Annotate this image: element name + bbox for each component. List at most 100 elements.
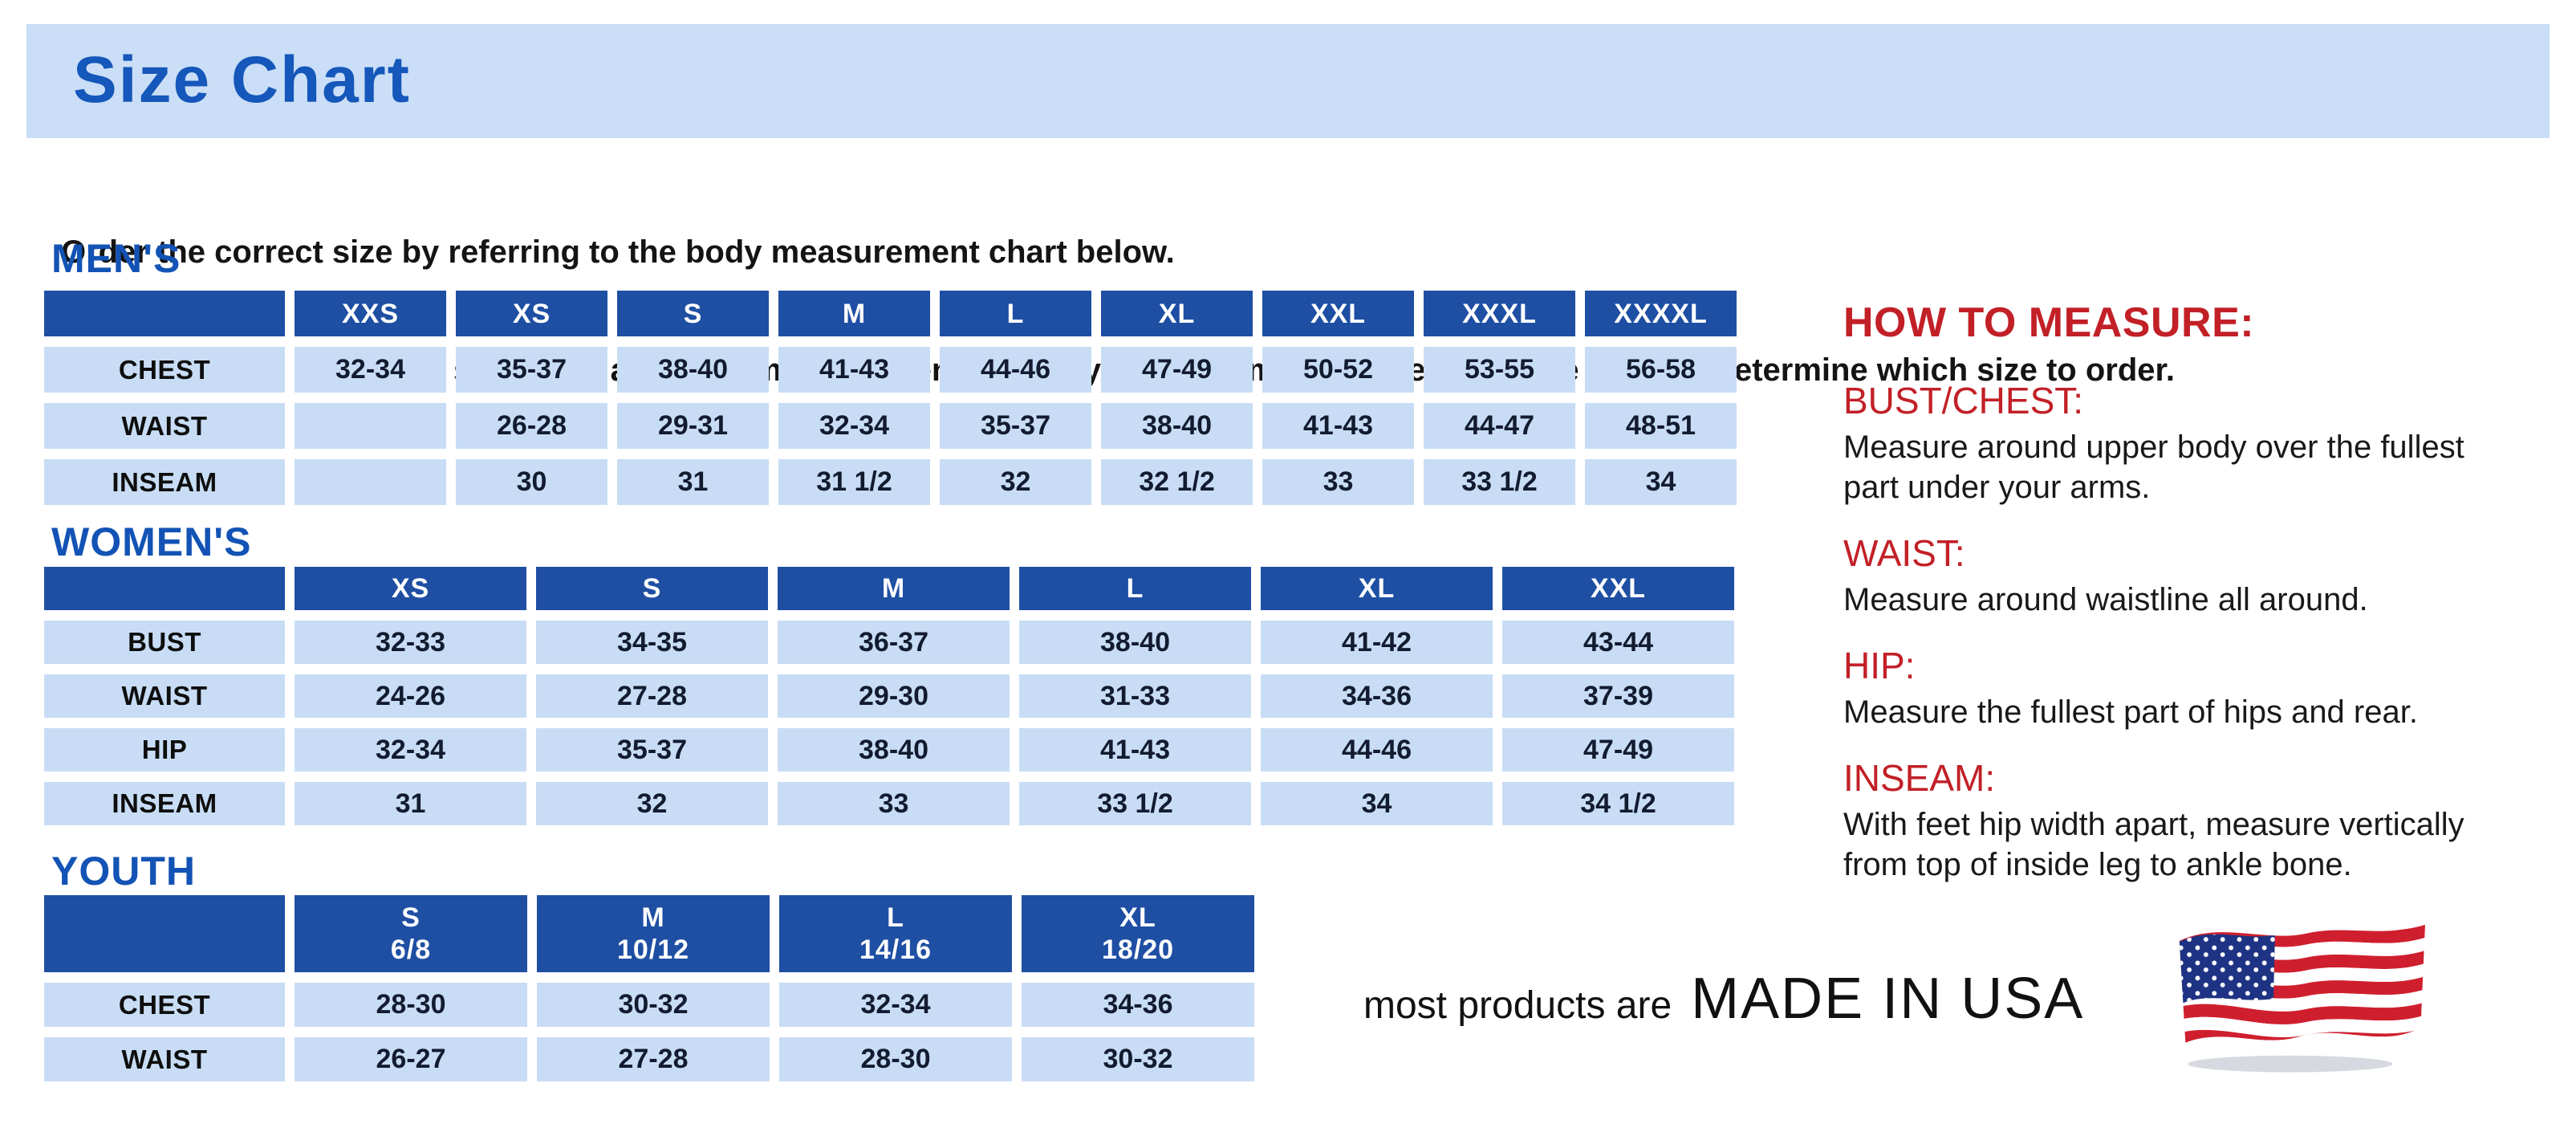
data-cell: 41-43 bbox=[778, 347, 930, 393]
data-cell: 30-32 bbox=[537, 983, 770, 1027]
size-column-header-age: 6/8 bbox=[390, 935, 432, 965]
data-cell: 53-55 bbox=[1424, 347, 1575, 393]
measure-term-inseam: INSEAM: bbox=[1843, 757, 1996, 799]
data-cell: 30 bbox=[456, 459, 607, 505]
size-column-header: XXS bbox=[295, 291, 446, 336]
size-column-header: XXXL bbox=[1424, 291, 1575, 336]
data-cell bbox=[295, 403, 446, 449]
data-cell: 38-40 bbox=[1101, 403, 1253, 449]
size-column-header-age: 18/20 bbox=[1101, 935, 1175, 965]
youth-size-table: S 6/8 M 10/12 L 14/16 XL 18/20 CHEST 28-30 30-32 32… bbox=[44, 895, 1254, 1081]
data-cell: 41-42 bbox=[1261, 621, 1493, 664]
row-label-cell: HIP bbox=[44, 728, 285, 772]
data-cell: 35-37 bbox=[456, 347, 607, 393]
data-cell: 33 bbox=[778, 782, 1010, 825]
data-cell: 32 bbox=[536, 782, 768, 825]
row-label-cell: WAIST bbox=[44, 674, 285, 718]
size-column-header: XL bbox=[1101, 291, 1253, 336]
data-cell: 34-36 bbox=[1261, 674, 1493, 718]
data-cell: 47-49 bbox=[1502, 728, 1734, 772]
data-cell: 44-47 bbox=[1424, 403, 1575, 449]
data-cell: 36-37 bbox=[778, 621, 1010, 664]
size-column-header: XS bbox=[456, 291, 607, 336]
mens-size-table: XXS XS S M L XL XXL XXXL XXXXL CHEST 32-34 35-37 38-… bbox=[44, 291, 1737, 505]
data-cell: 29-31 bbox=[617, 403, 769, 449]
data-cell: 28-30 bbox=[779, 1037, 1012, 1081]
data-cell: 56-58 bbox=[1585, 347, 1737, 393]
flag-shadow bbox=[2188, 1055, 2393, 1073]
row-label-cell: CHEST bbox=[44, 347, 285, 393]
measure-description-hip: Measure the fullest part of hips and rea… bbox=[1843, 694, 2418, 730]
data-cell: 38-40 bbox=[617, 347, 769, 393]
data-cell: 28-30 bbox=[295, 983, 527, 1027]
size-column-header-age: 10/12 bbox=[616, 935, 690, 965]
size-column-header: L bbox=[1019, 567, 1251, 610]
size-column-header-size: S bbox=[401, 902, 421, 933]
made-in-usa-label: MADE IN USA bbox=[1691, 967, 2085, 1031]
usa-flag-icon bbox=[2179, 924, 2426, 1073]
size-column-header: XS bbox=[295, 567, 526, 610]
data-cell: 43-44 bbox=[1502, 621, 1734, 664]
data-cell: 31 bbox=[617, 459, 769, 505]
data-cell: 47-49 bbox=[1101, 347, 1253, 393]
data-cell: 38-40 bbox=[778, 728, 1010, 772]
table-corner-cell bbox=[44, 291, 285, 336]
title-banner: Size Chart bbox=[26, 24, 2550, 138]
size-column-header-size: XL bbox=[1119, 902, 1156, 933]
data-cell: 34 bbox=[1585, 459, 1737, 505]
data-cell: 33 bbox=[1262, 459, 1414, 505]
size-column-header: M bbox=[778, 291, 930, 336]
mens-section-heading: MEN'S bbox=[51, 236, 181, 281]
data-cell: 41-43 bbox=[1262, 403, 1414, 449]
page-title: Size Chart bbox=[73, 43, 411, 116]
data-cell: 37-39 bbox=[1502, 674, 1734, 718]
row-label-cell: BUST bbox=[44, 621, 285, 664]
data-cell bbox=[295, 459, 446, 505]
data-cell: 26-28 bbox=[456, 403, 607, 449]
data-cell: 29-30 bbox=[778, 674, 1010, 718]
row-label-cell: CHEST bbox=[44, 983, 285, 1027]
data-cell: 32 bbox=[940, 459, 1091, 505]
data-cell: 24-26 bbox=[295, 674, 526, 718]
data-cell: 31 1/2 bbox=[778, 459, 930, 505]
data-cell: 32-34 bbox=[778, 403, 930, 449]
data-cell: 32-33 bbox=[295, 621, 526, 664]
data-cell: 33 1/2 bbox=[1019, 782, 1251, 825]
data-cell: 32-34 bbox=[295, 347, 446, 393]
data-cell: 30-32 bbox=[1022, 1037, 1254, 1081]
size-column-header: XXXXL bbox=[1585, 291, 1737, 336]
size-column-header: S 6/8 bbox=[295, 895, 527, 972]
size-column-header: M 10/12 bbox=[537, 895, 770, 972]
size-column-header: XXL bbox=[1262, 291, 1414, 336]
measure-term-bust-chest: BUST/CHEST: bbox=[1843, 380, 2084, 421]
made-in-usa-text: most products are MADE IN USA bbox=[1363, 966, 2084, 1032]
row-label-cell: WAIST bbox=[44, 1037, 285, 1081]
data-cell: 34 bbox=[1261, 782, 1493, 825]
measure-description-bust-chest: Measure around upper body over the fulle… bbox=[1843, 430, 2464, 505]
size-column-header: L bbox=[940, 291, 1091, 336]
data-cell: 50-52 bbox=[1262, 347, 1414, 393]
size-column-header: S bbox=[617, 291, 769, 336]
size-column-header: XL bbox=[1261, 567, 1493, 610]
table-corner-cell bbox=[44, 895, 285, 972]
size-column-header-age: 14/16 bbox=[859, 935, 932, 965]
data-cell: 48-51 bbox=[1585, 403, 1737, 449]
womens-size-table: XS S M L XL XXL BUST 32-33 34-35 36-37 38-40 41-42 4… bbox=[44, 567, 1734, 825]
size-column-header: M bbox=[778, 567, 1010, 610]
data-cell: 34 1/2 bbox=[1502, 782, 1734, 825]
data-cell: 32-34 bbox=[295, 728, 526, 772]
data-cell: 27-28 bbox=[537, 1037, 770, 1081]
data-cell: 33 1/2 bbox=[1424, 459, 1575, 505]
measure-description-waist: Measure around waistline all around. bbox=[1843, 582, 2368, 617]
data-cell: 35-37 bbox=[940, 403, 1091, 449]
size-column-header: XXL bbox=[1502, 567, 1734, 610]
youth-section-heading: YOUTH bbox=[51, 849, 196, 894]
data-cell: 41-43 bbox=[1019, 728, 1251, 772]
womens-section-heading: WOMEN'S bbox=[51, 519, 252, 564]
size-column-header-size: L bbox=[887, 902, 904, 933]
how-to-measure-panel: HOW TO MEASURE: BUST/CHEST: Measure arou… bbox=[1843, 299, 2517, 885]
data-cell: 35-37 bbox=[536, 728, 768, 772]
measure-term-waist: WAIST: bbox=[1843, 532, 1965, 574]
table-corner-cell bbox=[44, 567, 285, 610]
size-column-header: XL 18/20 bbox=[1022, 895, 1254, 972]
